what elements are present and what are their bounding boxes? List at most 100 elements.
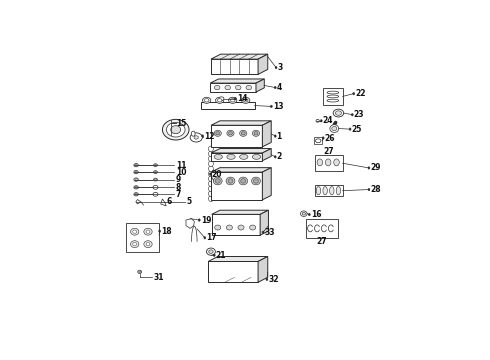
Polygon shape [212, 214, 260, 235]
Ellipse shape [202, 135, 203, 137]
Text: 27: 27 [317, 238, 327, 247]
Ellipse shape [208, 146, 214, 152]
Ellipse shape [133, 243, 137, 246]
Text: 5: 5 [187, 197, 192, 206]
Text: 2: 2 [277, 152, 282, 161]
Polygon shape [211, 125, 262, 147]
Ellipse shape [332, 126, 337, 131]
Text: 19: 19 [201, 216, 211, 225]
Polygon shape [262, 168, 271, 200]
Ellipse shape [213, 177, 222, 185]
Ellipse shape [204, 99, 209, 102]
Ellipse shape [215, 225, 221, 230]
Ellipse shape [144, 241, 152, 248]
Ellipse shape [238, 225, 244, 230]
Ellipse shape [228, 97, 237, 103]
Polygon shape [208, 261, 258, 282]
Bar [323, 88, 343, 105]
Ellipse shape [134, 178, 138, 181]
Ellipse shape [302, 212, 305, 215]
Ellipse shape [208, 156, 214, 162]
Polygon shape [262, 149, 271, 161]
Text: 29: 29 [370, 163, 381, 172]
Ellipse shape [219, 97, 224, 100]
Text: 18: 18 [161, 227, 172, 236]
Ellipse shape [153, 185, 158, 189]
Ellipse shape [159, 230, 161, 233]
Text: 25: 25 [351, 125, 362, 134]
Text: 23: 23 [354, 110, 364, 119]
Polygon shape [210, 83, 256, 92]
Ellipse shape [249, 225, 256, 230]
Ellipse shape [275, 66, 277, 69]
Ellipse shape [216, 132, 220, 135]
Ellipse shape [333, 109, 343, 117]
Polygon shape [186, 219, 195, 228]
Ellipse shape [325, 159, 331, 166]
Ellipse shape [204, 237, 206, 239]
Text: 15: 15 [176, 118, 186, 127]
Ellipse shape [208, 176, 214, 181]
Ellipse shape [300, 211, 307, 216]
Ellipse shape [171, 126, 181, 134]
Polygon shape [260, 210, 269, 235]
Ellipse shape [215, 179, 220, 183]
Ellipse shape [135, 179, 137, 180]
Ellipse shape [266, 278, 268, 281]
Ellipse shape [227, 130, 234, 136]
Ellipse shape [130, 228, 139, 235]
Ellipse shape [153, 178, 157, 181]
Ellipse shape [208, 196, 214, 202]
Bar [315, 185, 343, 196]
Ellipse shape [274, 156, 276, 158]
Ellipse shape [190, 133, 202, 142]
Ellipse shape [240, 130, 247, 136]
Text: 26: 26 [324, 134, 335, 143]
Text: 10: 10 [176, 168, 186, 177]
Ellipse shape [253, 179, 258, 183]
Text: 31: 31 [153, 273, 164, 282]
Ellipse shape [134, 163, 138, 167]
Ellipse shape [270, 105, 272, 108]
Ellipse shape [202, 97, 211, 103]
Ellipse shape [208, 191, 214, 197]
Ellipse shape [214, 130, 221, 136]
Text: 21: 21 [216, 251, 226, 260]
Text: 11: 11 [176, 161, 186, 170]
Ellipse shape [191, 131, 195, 136]
Ellipse shape [251, 177, 260, 185]
Ellipse shape [216, 97, 224, 103]
Polygon shape [208, 257, 268, 261]
Polygon shape [258, 257, 268, 282]
Polygon shape [211, 149, 271, 153]
Ellipse shape [208, 186, 214, 192]
Ellipse shape [351, 113, 353, 116]
Text: 6: 6 [167, 197, 172, 206]
Ellipse shape [322, 137, 324, 139]
Ellipse shape [244, 99, 248, 102]
Ellipse shape [134, 186, 138, 189]
Ellipse shape [274, 86, 276, 89]
Ellipse shape [134, 170, 138, 174]
Ellipse shape [252, 154, 261, 159]
Ellipse shape [236, 85, 241, 90]
Polygon shape [211, 168, 271, 172]
Ellipse shape [153, 192, 158, 196]
Ellipse shape [215, 85, 220, 90]
Ellipse shape [316, 186, 320, 195]
Ellipse shape [239, 177, 247, 185]
Ellipse shape [139, 271, 141, 273]
Text: 9: 9 [176, 175, 181, 184]
Ellipse shape [130, 241, 139, 248]
Ellipse shape [208, 171, 214, 176]
Ellipse shape [226, 225, 232, 230]
Text: 3: 3 [277, 63, 283, 72]
Text: 14: 14 [237, 94, 247, 103]
Ellipse shape [146, 243, 150, 246]
Ellipse shape [133, 230, 137, 233]
Polygon shape [211, 121, 271, 125]
Ellipse shape [162, 120, 189, 140]
Ellipse shape [138, 270, 142, 274]
Text: 17: 17 [206, 233, 217, 242]
Ellipse shape [308, 213, 310, 216]
